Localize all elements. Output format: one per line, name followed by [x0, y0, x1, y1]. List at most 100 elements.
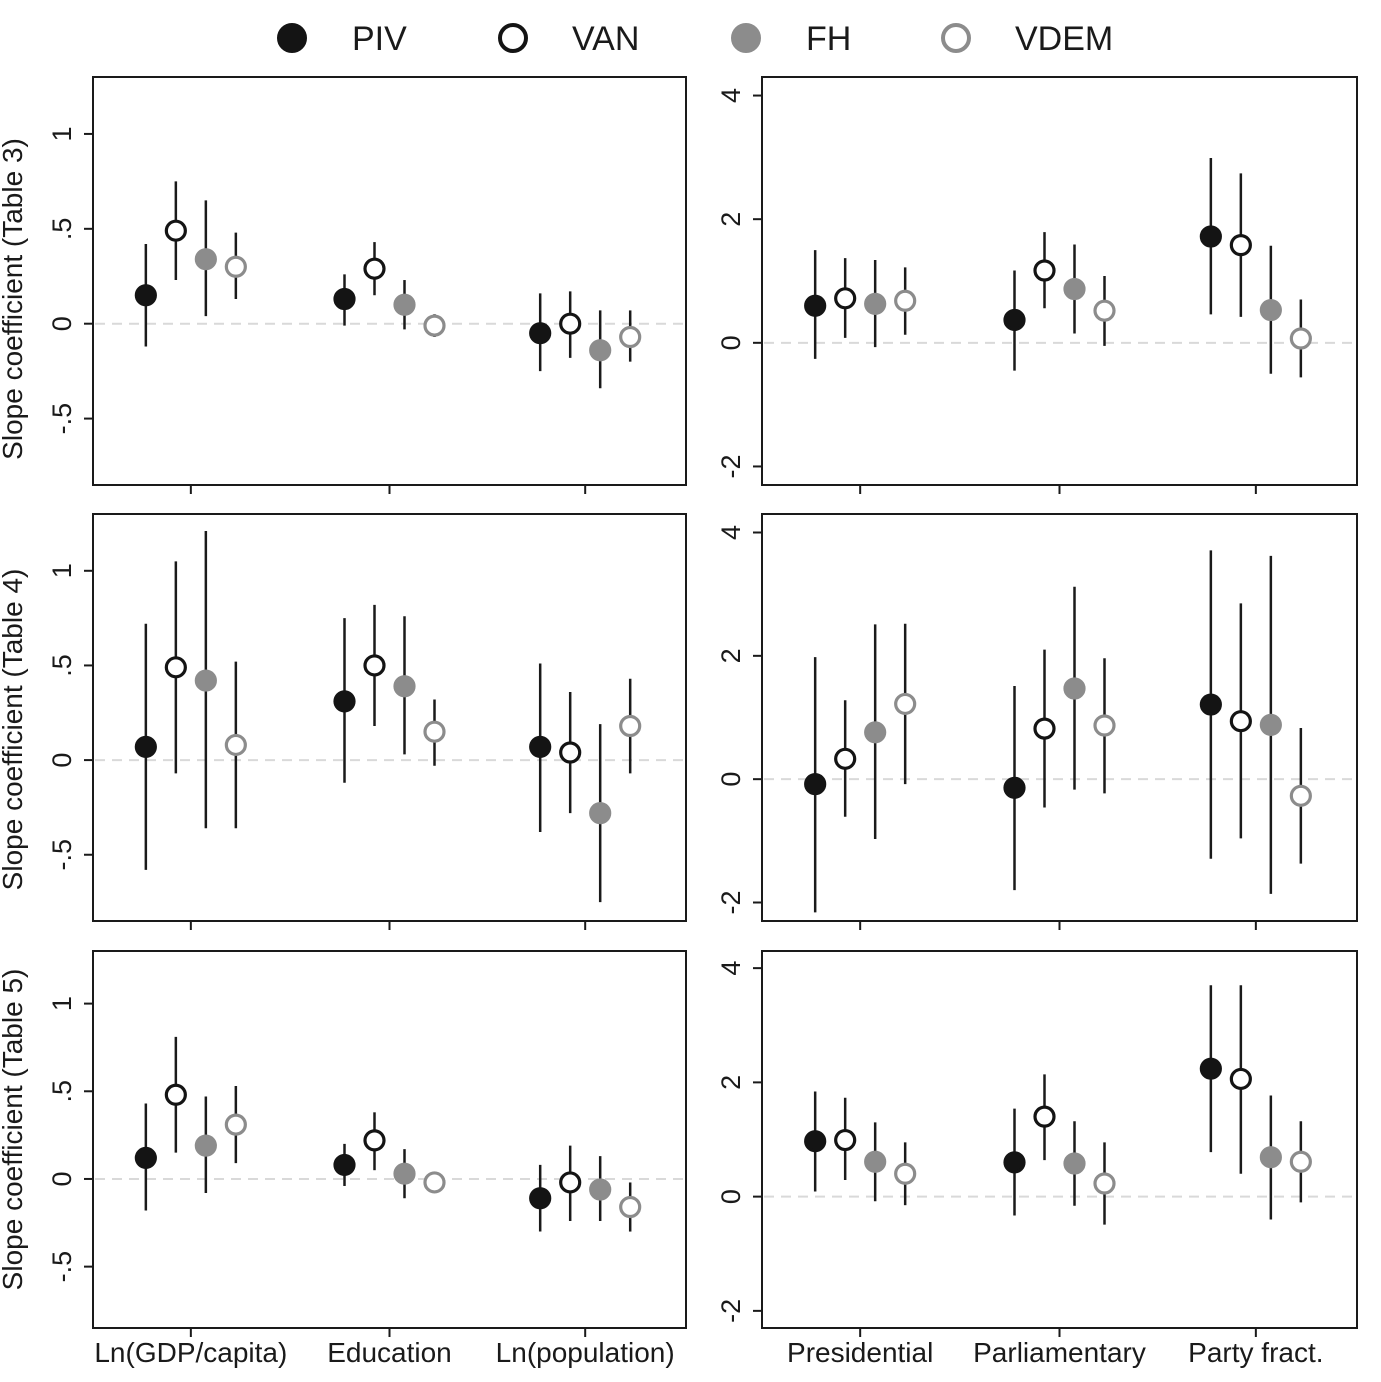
panel-5: -.5 0 .5 1 Slope coefficient (Table 5) Ln(GDP…	[0, 950, 687, 1368]
point-van-education	[363, 654, 386, 677]
panel-1: -.5 0 .5 1 Slope coefficient (Table 3)	[0, 76, 687, 494]
point-fh-education	[393, 675, 416, 698]
point-vdem-ln-population	[619, 714, 642, 738]
point-vdem-education	[423, 314, 446, 337]
point-vdem-ln-gdp-capita	[224, 255, 247, 278]
legend-marker-piv	[277, 23, 307, 53]
point-piv-presidential	[804, 772, 827, 796]
point-van-ln-gdp-capita	[164, 219, 187, 242]
point-fh-party-fract	[1259, 1146, 1282, 1169]
point-fh-ln-population	[589, 801, 612, 825]
plot-frame	[92, 950, 687, 1329]
point-van-party-fract	[1229, 710, 1252, 733]
plot-frame	[92, 513, 687, 922]
point-van-presidential	[834, 287, 857, 310]
point-piv-parliamentary	[1003, 308, 1026, 332]
point-vdem-party-fract	[1289, 327, 1312, 350]
point-van-ln-population	[559, 312, 582, 335]
point-fh-presidential	[864, 721, 887, 744]
y-axis-title: Slope coefficient (Table 3)	[0, 138, 28, 460]
y-tick-label: 4	[716, 525, 746, 540]
point-vdem-party-fract	[1289, 1150, 1312, 1173]
x-tick-label-ln-population: Ln(population)	[496, 1337, 675, 1368]
y-tick-label: .5	[47, 654, 77, 677]
y-tick-label: 0	[716, 335, 746, 350]
point-van-party-fract	[1229, 234, 1252, 257]
point-vdem-ln-population	[619, 325, 642, 349]
point-vdem-ln-gdp-capita	[224, 733, 247, 757]
point-piv-education	[333, 690, 356, 713]
point-fh-ln-gdp-capita	[194, 248, 217, 271]
point-fh-education	[393, 1162, 416, 1185]
point-piv-education	[333, 1153, 356, 1177]
point-vdem-presidential	[894, 692, 917, 716]
point-van-ln-population	[559, 1171, 582, 1194]
panel-6: -2 0 2 4 Presidential Parliamentary Party frac…	[716, 950, 1358, 1368]
point-van-parliamentary	[1033, 717, 1056, 740]
point-vdem-ln-gdp-capita	[224, 1113, 247, 1136]
point-van-ln-gdp-capita	[164, 1083, 187, 1106]
y-tick-label: 1	[47, 996, 77, 1011]
y-tick-label: 2	[716, 1075, 746, 1090]
point-vdem-ln-population	[619, 1195, 642, 1219]
panels: -.5 0 .5 1 Slope coefficient (Table 3) -2 0 2 4 -…	[0, 76, 1358, 1368]
point-van-presidential	[834, 747, 857, 770]
y-tick-label: 4	[716, 961, 746, 976]
point-fh-parliamentary	[1063, 677, 1086, 700]
y-tick-label: -2	[716, 890, 746, 914]
point-fh-parliamentary	[1063, 277, 1086, 301]
x-tick-label-parliamentary: Parliamentary	[973, 1337, 1146, 1368]
point-van-presidential	[834, 1128, 857, 1152]
y-axis-title: Slope coefficient (Table 5)	[0, 969, 28, 1291]
point-piv-parliamentary	[1003, 1151, 1026, 1174]
legend-marker-vdem	[941, 23, 971, 53]
point-piv-presidential	[804, 294, 827, 317]
point-fh-party-fract	[1259, 713, 1282, 737]
point-vdem-presidential	[894, 1162, 917, 1185]
point-piv-party-fract	[1199, 1057, 1222, 1080]
point-piv-ln-population	[529, 322, 552, 345]
y-tick-label: .5	[47, 1080, 77, 1103]
point-van-ln-gdp-capita	[164, 656, 187, 679]
y-tick-label: 0	[47, 1171, 77, 1186]
panel-2: -2 0 2 4	[716, 76, 1358, 494]
plot-frame	[92, 76, 687, 486]
y-tick-label: 0	[716, 772, 746, 787]
y-tick-label: 1	[47, 126, 77, 141]
point-vdem-education	[423, 1171, 446, 1194]
point-piv-presidential	[804, 1130, 827, 1153]
y-tick-label: -2	[716, 1299, 746, 1323]
y-tick-label: 2	[716, 212, 746, 227]
x-tick-label-education: Education	[327, 1337, 452, 1368]
y-tick-label: .5	[47, 218, 77, 241]
point-piv-ln-gdp-capita	[134, 1146, 157, 1170]
y-tick-label: 4	[716, 88, 746, 103]
point-vdem-parliamentary	[1093, 714, 1116, 737]
point-vdem-presidential	[894, 289, 917, 312]
panel-3: -.5 0 .5 1 Slope coefficient (Table 4)	[0, 513, 687, 930]
x-tick-label-ln-gdp-capita: Ln(GDP/capita)	[94, 1337, 287, 1368]
legend-marker-van	[498, 23, 528, 53]
point-piv-ln-population	[529, 735, 552, 758]
point-piv-ln-gdp-capita	[134, 284, 157, 307]
point-fh-ln-population	[589, 1178, 612, 1201]
y-axis-title: Slope coefficient (Table 4)	[0, 569, 28, 891]
y-tick-label: 0	[47, 753, 77, 768]
point-vdem-party-fract	[1289, 784, 1312, 807]
point-vdem-parliamentary	[1093, 299, 1116, 322]
legend-marker-fh	[731, 23, 761, 53]
y-tick-label: 2	[716, 648, 746, 663]
point-fh-presidential	[864, 292, 887, 315]
y-tick-label: 0	[716, 1189, 746, 1204]
y-tick-label: -.5	[47, 1251, 77, 1283]
point-piv-party-fract	[1199, 693, 1222, 716]
x-tick-label-party-fract: Party fract.	[1188, 1337, 1323, 1368]
point-fh-presidential	[864, 1150, 887, 1173]
point-van-party-fract	[1229, 1067, 1252, 1091]
point-piv-party-fract	[1199, 225, 1222, 248]
point-fh-ln-population	[589, 339, 612, 362]
legend-label-fh: FH	[806, 20, 851, 58]
point-vdem-education	[423, 720, 446, 743]
point-fh-party-fract	[1259, 298, 1282, 322]
